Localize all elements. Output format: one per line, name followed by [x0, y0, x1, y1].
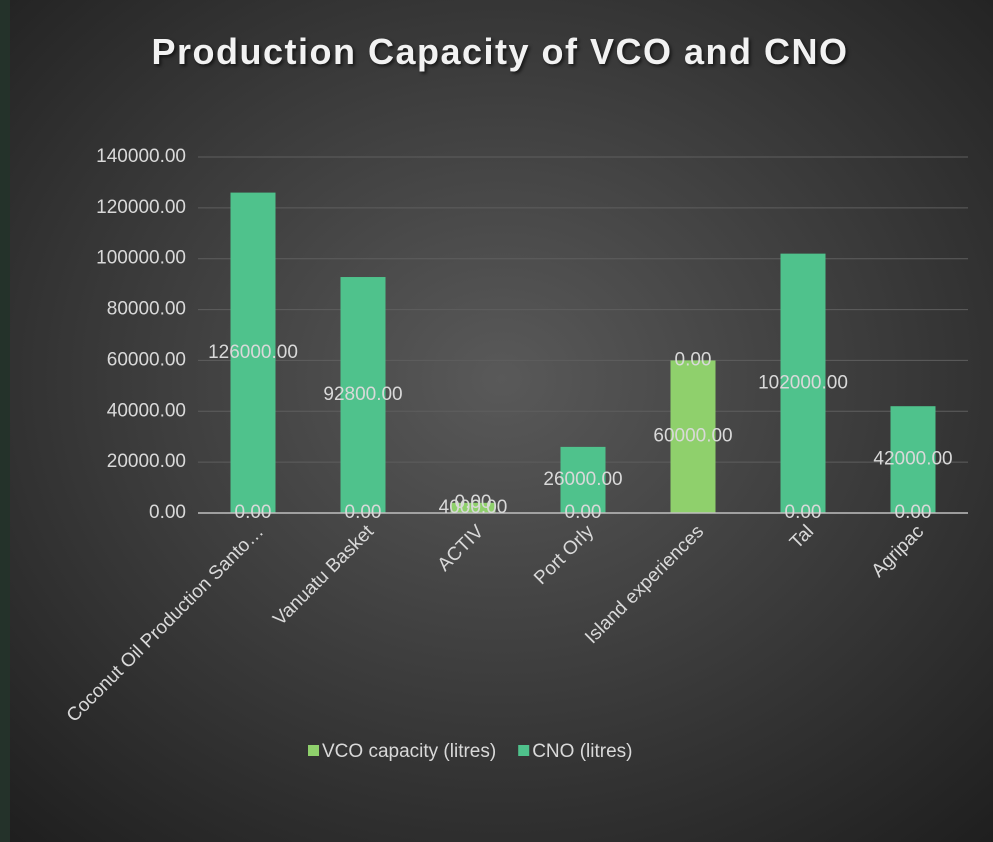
legend-label: CNO (litres) — [532, 741, 632, 762]
y-tick-label: 40000.00 — [107, 400, 186, 421]
bar — [450, 502, 496, 513]
data-label: 0.00 — [785, 502, 822, 523]
y-tick-label: 140000.00 — [96, 146, 186, 167]
data-label: 0.00 — [345, 502, 382, 523]
bar — [560, 446, 606, 513]
data-label: 4000.00 — [439, 497, 508, 518]
data-label: 102000.00 — [758, 372, 848, 393]
data-label: 26000.00 — [543, 469, 622, 490]
chart-title: Production Capacity of VCO and CNO — [151, 31, 849, 72]
data-label: 126000.00 — [208, 342, 298, 363]
data-label: 0.00 — [895, 502, 932, 523]
data-label: 60000.00 — [653, 426, 732, 447]
y-tick-label: 60000.00 — [107, 349, 186, 370]
legend-swatch — [308, 745, 319, 756]
y-tick-label: 100000.00 — [96, 248, 186, 269]
y-tick-label: 120000.00 — [96, 197, 186, 218]
data-label: 42000.00 — [873, 449, 952, 470]
legend-swatch — [518, 745, 530, 756]
y-tick-label: 80000.00 — [107, 299, 186, 320]
y-tick-label: 0.00 — [149, 502, 186, 523]
bar — [340, 277, 386, 513]
data-label: 0.00 — [565, 502, 602, 523]
legend-label: VCO capacity (litres) — [322, 741, 496, 762]
bar — [230, 192, 276, 513]
bar — [890, 406, 936, 513]
background — [10, 0, 993, 842]
data-label: 0.00 — [235, 502, 272, 523]
bar — [670, 360, 716, 513]
data-label: 0.00 — [455, 492, 492, 513]
data-label: 0.00 — [675, 349, 712, 370]
y-tick-label: 20000.00 — [107, 451, 186, 472]
bar — [780, 253, 826, 513]
data-label: 92800.00 — [323, 384, 402, 405]
